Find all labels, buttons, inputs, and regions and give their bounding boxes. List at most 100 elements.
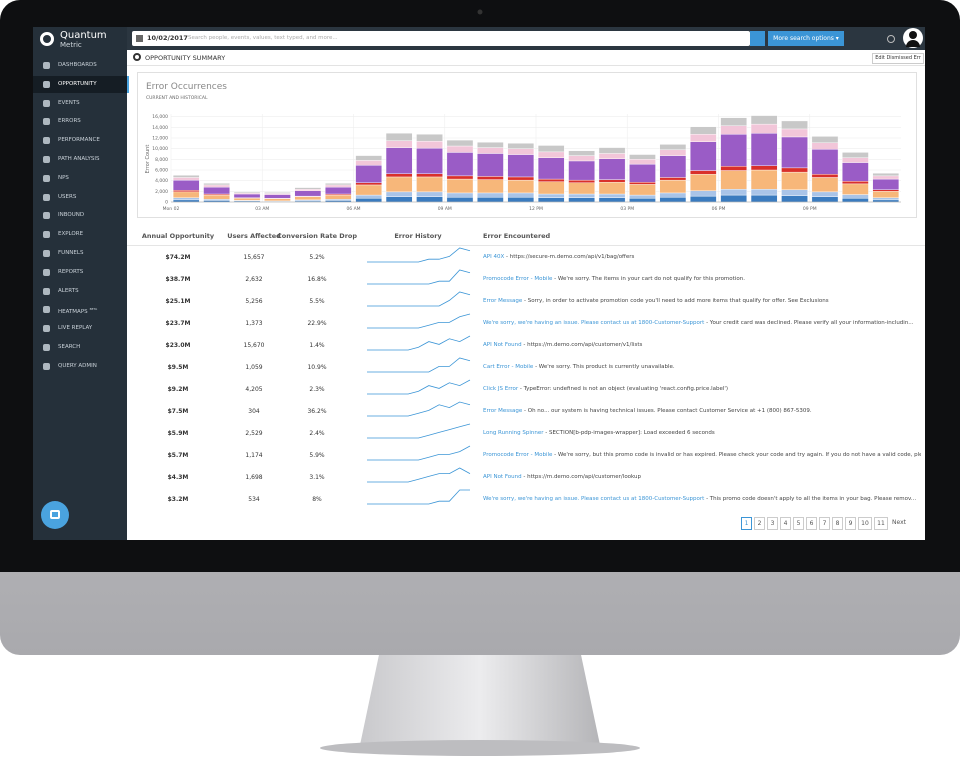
page-button[interactable]: 6 bbox=[806, 517, 817, 530]
sparkline bbox=[367, 247, 471, 263]
nav-item[interactable]: INBOUND bbox=[33, 207, 127, 224]
error-message: - We're sorry. The items in your cart do… bbox=[554, 276, 745, 282]
date[interactable]: 10/02/2017 bbox=[147, 34, 188, 42]
bar-segment bbox=[446, 152, 474, 177]
bar-segment bbox=[781, 167, 808, 173]
bar-segment bbox=[720, 188, 747, 196]
error-cell: We're sorry, we're having an issue. Plea… bbox=[483, 496, 921, 502]
page-button[interactable]: 8 bbox=[832, 517, 843, 530]
bar-segment bbox=[264, 194, 291, 199]
cell-annual: $38.7M bbox=[165, 276, 191, 283]
error-link[interactable]: Promocode Error - Mobile bbox=[483, 276, 553, 282]
nav-item[interactable]: LIVE REPLAY bbox=[33, 320, 127, 337]
nav-item[interactable]: PATH ANALYSIS bbox=[33, 151, 127, 168]
bar-segment bbox=[598, 182, 626, 195]
bar-segment bbox=[477, 142, 504, 148]
error-link[interactable]: Error Message bbox=[483, 298, 523, 304]
bar-segment bbox=[355, 182, 382, 186]
bar-segment bbox=[355, 184, 382, 196]
bar-segment bbox=[842, 194, 869, 199]
edit-dismissed[interactable]: Edit Dismissed Err bbox=[872, 53, 924, 64]
x-tick-label: 12 PM bbox=[529, 206, 543, 212]
nav-item[interactable]: USERS bbox=[33, 189, 127, 206]
nav-item[interactable]: FUNNELS bbox=[33, 245, 127, 262]
bar-segment bbox=[537, 193, 565, 198]
nav-item[interactable]: EXPLORE bbox=[33, 226, 127, 243]
bar-segment bbox=[872, 175, 900, 180]
refresh[interactable] bbox=[887, 35, 895, 43]
page-button[interactable]: 3 bbox=[767, 517, 778, 530]
bar-segment bbox=[659, 155, 687, 178]
nav-item[interactable]: DASHBOARDS bbox=[33, 57, 127, 74]
page-button[interactable]: 2 bbox=[754, 517, 765, 530]
bar-segment bbox=[750, 115, 778, 125]
bar-segment bbox=[416, 176, 443, 193]
nav-item[interactable]: REPORTS bbox=[33, 264, 127, 281]
error-cell: API Not Found - https://m.demo.com/api/c… bbox=[483, 342, 921, 348]
error-link[interactable]: API Not Found bbox=[483, 474, 522, 480]
bar-segment bbox=[568, 197, 595, 203]
bar-segment bbox=[811, 142, 839, 150]
chat-button[interactable] bbox=[41, 501, 69, 529]
search-box[interactable]: 10/02/2017 Search people, events, values… bbox=[132, 31, 750, 46]
error-link[interactable]: Promocode Error - Mobile bbox=[483, 452, 553, 458]
nav-label: PERFORMANCE bbox=[58, 137, 100, 144]
error-message: - TypeError: undefined is not an object … bbox=[519, 386, 729, 392]
nav-item[interactable]: PERFORMANCE bbox=[33, 132, 127, 149]
page-button[interactable]: 5 bbox=[793, 517, 804, 530]
nav-item[interactable]: ERRORS bbox=[33, 113, 127, 130]
bar-segment bbox=[507, 196, 535, 203]
cell-annual: $9.5M bbox=[167, 364, 189, 371]
bar-segment bbox=[750, 123, 778, 134]
avatar[interactable] bbox=[903, 28, 923, 48]
more-options[interactable]: More search options ▾ bbox=[768, 31, 844, 46]
nav-item[interactable]: OPPORTUNITY bbox=[33, 75, 129, 93]
error-message: - Oh no... our system is having technica… bbox=[524, 408, 812, 414]
y-tick-label: 10,000 bbox=[152, 146, 168, 152]
nav-item[interactable]: SEARCH bbox=[33, 339, 127, 356]
error-link[interactable]: Error Message bbox=[483, 408, 523, 414]
page-button[interactable]: 1 bbox=[741, 517, 752, 530]
error-link[interactable]: API 40X bbox=[483, 254, 505, 260]
page-button[interactable]: 9 bbox=[845, 517, 856, 530]
nav-item[interactable]: QUERY ADMIN bbox=[33, 358, 127, 375]
nav-item[interactable]: EVENTS bbox=[33, 95, 127, 112]
bar-segment bbox=[811, 196, 839, 203]
sparkline bbox=[367, 423, 471, 439]
bar-segment bbox=[385, 176, 413, 193]
search-button[interactable] bbox=[750, 31, 765, 46]
bar-segment bbox=[750, 194, 778, 203]
error-link[interactable]: Click JS Error bbox=[483, 386, 519, 392]
page-button[interactable]: 11 bbox=[874, 517, 888, 530]
page-button[interactable]: 7 bbox=[819, 517, 830, 530]
cell-drop: 22.9% bbox=[307, 320, 327, 327]
bar-segment bbox=[325, 184, 352, 188]
nav-item[interactable]: NPS bbox=[33, 170, 127, 187]
nav-icon bbox=[43, 344, 50, 351]
error-link[interactable]: Cart Error - Mobile bbox=[483, 364, 534, 370]
next-button[interactable]: Next bbox=[890, 517, 908, 528]
nav-label: EXPLORE bbox=[58, 231, 84, 238]
nav-icon bbox=[43, 306, 50, 314]
page-button[interactable]: 10 bbox=[858, 517, 872, 530]
y-tick-label: 4,000 bbox=[155, 178, 168, 184]
cell-users: 2,529 bbox=[245, 430, 263, 437]
page-button[interactable]: 4 bbox=[780, 517, 791, 530]
error-link[interactable]: API Not Found bbox=[483, 342, 522, 348]
cell-users: 1,373 bbox=[245, 320, 263, 327]
error-link[interactable]: Long Running Spinner bbox=[483, 430, 544, 436]
error-link[interactable]: We're sorry, we're having an issue. Plea… bbox=[483, 320, 705, 326]
header-title: OPPORTUNITY SUMMARY bbox=[145, 54, 226, 62]
bar-segment bbox=[416, 147, 443, 174]
nav-item[interactable]: ALERTS bbox=[33, 283, 127, 300]
bar-segment bbox=[477, 192, 504, 198]
bar-segment bbox=[537, 178, 565, 182]
cell-drop: 8% bbox=[312, 496, 322, 503]
error-cell: Long Running Spinner - SECTION[b-pdp-ima… bbox=[483, 430, 921, 436]
sparkline-path bbox=[367, 445, 471, 461]
cell-users: 1,698 bbox=[245, 474, 263, 481]
nav-item[interactable]: HEATMAPS BETA bbox=[33, 301, 127, 318]
error-link[interactable]: We're sorry, we're having an issue. Plea… bbox=[483, 496, 705, 502]
sidebar: Quantum Metric DASHBOARDS OPPORTUNITY EVEN… bbox=[33, 27, 129, 540]
